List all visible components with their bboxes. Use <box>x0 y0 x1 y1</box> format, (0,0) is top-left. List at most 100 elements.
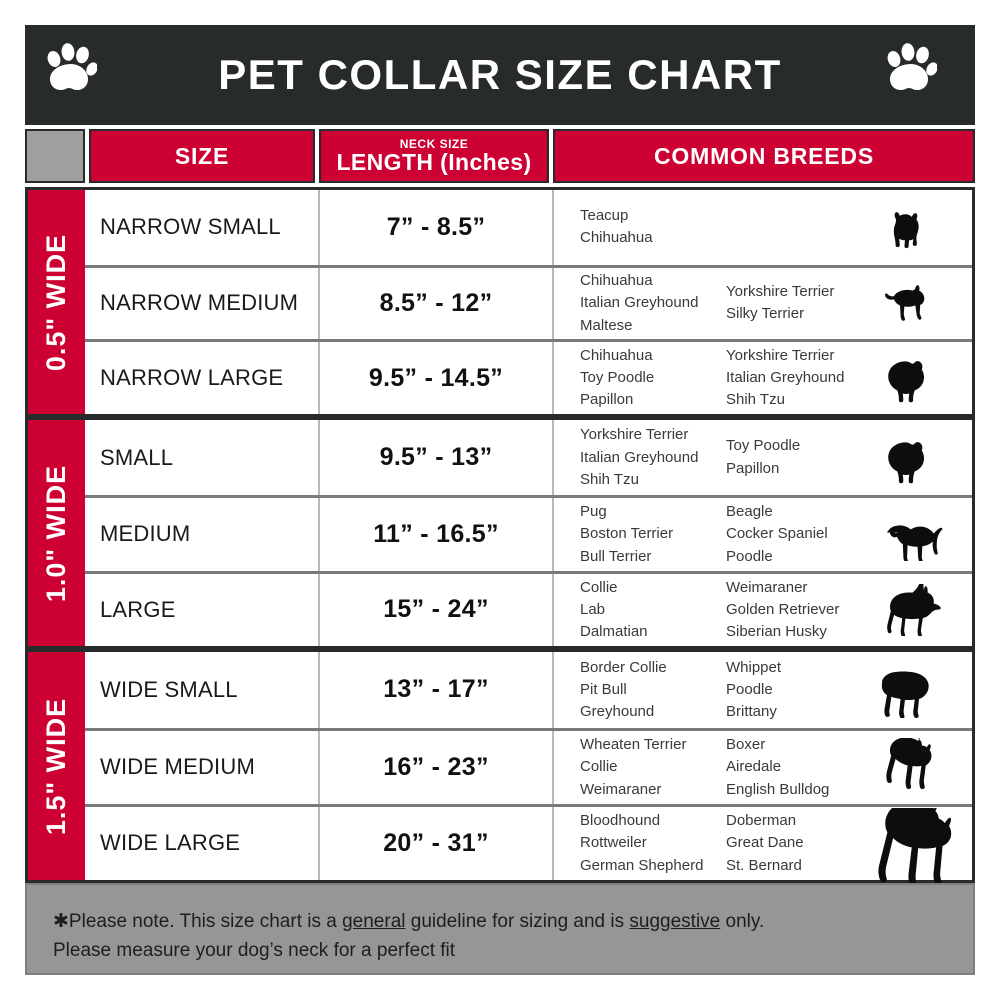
breed-list: Chihuahua Toy Poodle Papillon <box>580 345 726 412</box>
cell-size-name: NARROW SMALL <box>100 214 281 240</box>
breed-name: Toy Poodle <box>580 369 655 387</box>
paw-print-icon <box>47 43 97 90</box>
breed-name: Shih Tzu <box>726 391 785 409</box>
footer-note-line-2: Please measure your dog’s neck for a per… <box>53 940 456 962</box>
size-group: 0.5" WIDE NARROW SMALL 7” - 8.5” Teacup Chih… <box>25 187 975 417</box>
cell-size-name: NARROW LARGE <box>100 365 284 391</box>
breed-name: Greyhound <box>580 703 655 721</box>
pomeranian-silhouette <box>888 361 924 403</box>
cell-neck-length: 20” - 31” <box>318 806 552 880</box>
cell-size-name: LARGE <box>100 596 176 622</box>
breed-name: Siberian Husky <box>726 622 827 640</box>
breed-name: Italian Greyhound <box>580 448 699 466</box>
cell-neck-length: 9.5” - 14.5” <box>318 342 552 414</box>
breed-name: St. Bernard <box>726 856 802 874</box>
note-text-mid: guideline for sizing and is <box>405 911 630 932</box>
cell-common-breeds: Chihuahua Italian Greyhound Maltese Yorkshi… <box>552 267 972 340</box>
table-header-row: SIZE NECK SIZE LENGTH (Inches) COMMON BR… <box>25 129 975 183</box>
column-header-breeds-label: COMMON BREEDS <box>654 142 874 169</box>
group-width-band: 1.5" WIDE <box>28 652 85 880</box>
cell-common-breeds: Collie Lab Dalmatian Weimaraner Golden Retri… <box>552 573 972 646</box>
column-header-size-label: SIZE <box>174 142 230 169</box>
breed-name: Chihuahua <box>580 272 653 290</box>
table-row: NARROW MEDIUM 8.5” - 12” Chihuahua Italian … <box>85 264 972 340</box>
breed-list: Doberman Great Dane St. Bernard <box>726 810 876 877</box>
breed-name: Whippet <box>726 658 782 676</box>
breed-name: Brittany <box>726 703 777 721</box>
table-row: WIDE SMALL 13” - 17” Border Collie Pit Bull… <box>85 652 972 728</box>
yorkie-silhouette <box>893 211 919 248</box>
breed-list: Pug Boston Terrier Bull Terrier <box>580 501 726 568</box>
cell-common-breeds: Bloodhound Rottweiler German Shepherd Dober… <box>552 806 972 889</box>
breed-list: Beagle Cocker Spaniel Poodle <box>726 501 876 568</box>
page-title: PET COLLAR SIZE CHART <box>218 51 782 98</box>
size-group: 1.5" WIDE WIDE SMALL 13” - 17” Border Colli… <box>25 649 975 889</box>
breed-name: Rottweiler <box>580 834 647 852</box>
group-width-label: 0.5" WIDE <box>41 233 71 371</box>
note-underline-suggestive: suggestive <box>629 911 721 932</box>
breed-list: Weimaraner Golden Retriever Siberian Husky <box>726 577 876 644</box>
breed-list: Yorkshire Terrier Silky Terrier <box>726 270 876 337</box>
group-rows: SMALL 9.5” - 13” Yorkshire Terrier Italian … <box>85 420 972 646</box>
breed-list: Toy Poodle Papillon <box>726 424 876 491</box>
chihuahua-silhouette <box>885 285 925 322</box>
breed-name: Papillon <box>726 459 780 477</box>
breed-name: Beagle <box>726 503 773 521</box>
table-row: SMALL 9.5” - 13” Yorkshire Terrier Italian … <box>85 420 972 496</box>
breed-name: Bloodhound <box>580 812 661 830</box>
breed-name: Cocker Spaniel <box>726 525 828 543</box>
breed-name: Toy Poodle <box>726 437 801 455</box>
cell-size-name: WIDE MEDIUM <box>100 754 255 780</box>
cell-common-breeds: Border Collie Pit Bull Greyhound Whippet Poo… <box>552 652 972 728</box>
footer-note-line-1: ✱Please note. This size chart is a gener… <box>53 907 947 936</box>
note-text-post: only. <box>720 911 765 932</box>
cell-size-name: MEDIUM <box>100 521 191 547</box>
cell-neck-length: 7” - 8.5” <box>318 190 552 265</box>
breed-name: Shih Tzu <box>580 470 639 488</box>
breed-name: English Bulldog <box>726 780 830 798</box>
table-row: MEDIUM 11” - 16.5” Pug Boston Terrier Bull T… <box>85 495 972 571</box>
cell-size-name: WIDE LARGE <box>100 830 241 856</box>
cell-common-breeds: Pug Boston Terrier Bull Terrier Beagle Cocke… <box>552 498 972 571</box>
table-row: NARROW LARGE 9.5” - 14.5” Chihuahua Toy Poo… <box>85 339 972 414</box>
breed-name: Papillon <box>580 391 634 409</box>
group-width-band: 1.0" WIDE <box>28 420 85 646</box>
cell-size-name: WIDE SMALL <box>100 676 238 702</box>
breed-list: Whippet Poodle Brittany <box>726 657 876 724</box>
cell-common-breeds: Yorkshire Terrier Italian Greyhound Shih T… <box>552 420 972 496</box>
breed-name: Lab <box>580 600 606 618</box>
cell-size-name: SMALL <box>100 444 174 470</box>
cell-common-breeds: Chihuahua Toy Poodle Papillon Yorkshire Ter… <box>552 342 972 414</box>
breed-name: Wheaten Terrier <box>580 736 687 754</box>
pomeranian-silhouette <box>888 442 924 484</box>
breed-name: Teacup <box>580 207 629 225</box>
breed-name: Bull Terrier <box>580 547 652 565</box>
beagle-silhouette <box>887 525 943 561</box>
breed-list: Wheaten Terrier Collie Weimaraner <box>580 734 726 801</box>
breed-name: Weimaraner <box>580 780 662 798</box>
breed-name: Italian Greyhound <box>726 369 845 387</box>
breed-name: Yorkshire Terrier <box>726 283 835 301</box>
cell-size-name: NARROW MEDIUM <box>100 290 299 316</box>
breed-name: Yorkshire Terrier <box>580 426 689 444</box>
note-text-pre: ✱Please note. This size chart is a <box>53 911 343 932</box>
breed-name: Boston Terrier <box>580 525 674 543</box>
breed-name: Collie <box>580 578 618 596</box>
table-row: NARROW SMALL 7” - 8.5” Teacup Chihuahua <box>85 190 972 265</box>
breed-name: Pit Bull <box>580 680 627 698</box>
cell-common-breeds: Wheaten Terrier Collie Weimaraner Boxer Aire… <box>552 730 972 804</box>
breed-name: Chihuahua <box>580 346 653 364</box>
breed-name: Great Dane <box>726 834 804 852</box>
note-underline-general: general <box>342 911 406 932</box>
breed-list: Yorkshire Terrier Italian Greyhound Shih T… <box>726 345 876 412</box>
table-row: WIDE LARGE 20” - 31” Bloodhound Rottweiler G… <box>85 803 972 889</box>
table-row: WIDE MEDIUM 16” - 23” Wheaten Terrier Colli… <box>85 727 972 804</box>
footer-note: ✱Please note. This size chart is a gener… <box>25 883 975 975</box>
cell-neck-length: 11” - 16.5” <box>318 498 552 571</box>
column-header-length-sublabel: NECK SIZE <box>399 137 469 151</box>
bulldog-silhouette <box>881 671 929 718</box>
breed-list: Boxer Airedale English Bulldog <box>726 734 876 801</box>
group-width-label: 1.5" WIDE <box>41 697 71 835</box>
breed-list: Teacup Chihuahua <box>580 205 726 249</box>
breed-name: Pug <box>580 503 607 521</box>
